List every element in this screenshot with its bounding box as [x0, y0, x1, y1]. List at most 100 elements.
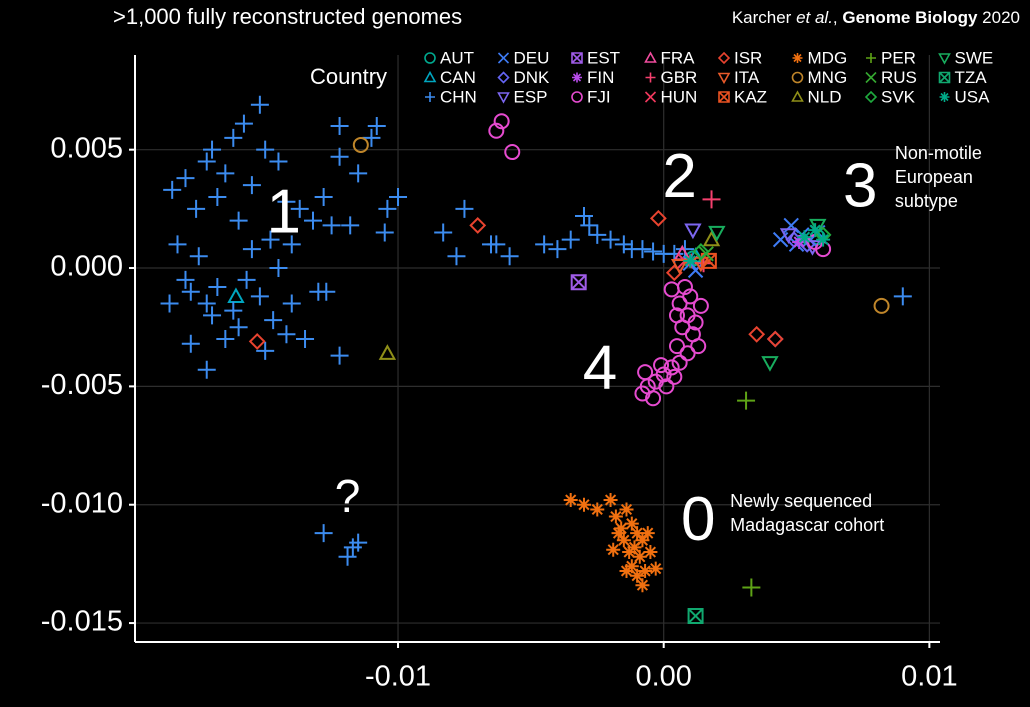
citation-part: , [833, 8, 842, 27]
legend-marker [792, 53, 803, 63]
point [208, 277, 227, 296]
legend-label: MNG [808, 68, 848, 87]
point [264, 311, 283, 330]
point [224, 128, 243, 147]
legend-marker [717, 51, 731, 65]
point [633, 240, 652, 259]
point [684, 223, 702, 240]
citation-part: et al. [796, 8, 833, 27]
point [176, 169, 195, 188]
legend-label: GBR [661, 68, 698, 87]
point [640, 526, 655, 541]
point [590, 502, 605, 517]
legend-marker [865, 71, 877, 84]
point [535, 235, 554, 254]
point [160, 294, 179, 313]
point [269, 259, 288, 278]
point [216, 164, 235, 183]
legend-label: AUT [440, 48, 474, 67]
point [282, 294, 301, 313]
point [614, 521, 629, 536]
legend-marker [791, 90, 804, 102]
point [816, 232, 831, 247]
point [742, 578, 761, 597]
point [635, 578, 650, 593]
point [250, 95, 269, 114]
point [737, 391, 756, 410]
point [748, 325, 766, 343]
point [290, 199, 309, 218]
point [197, 294, 216, 313]
legend-title: Country [310, 64, 387, 89]
point [638, 563, 653, 578]
legend-marker [424, 52, 436, 64]
point [606, 542, 621, 557]
point [447, 247, 466, 266]
citation-part: Genome Biology [842, 8, 978, 27]
point [873, 297, 890, 314]
point [608, 509, 623, 524]
point [708, 225, 726, 242]
legend-label: FJI [587, 87, 611, 106]
point [455, 199, 474, 218]
point [663, 281, 680, 298]
legend-label: CAN [440, 68, 476, 87]
annotation: ? [335, 470, 361, 522]
y-tick-label: -0.005 [41, 369, 123, 401]
point [653, 357, 670, 374]
legend-marker [497, 52, 510, 64]
point [702, 230, 721, 247]
legend-marker [938, 71, 951, 84]
legend-label: RUS [881, 68, 917, 87]
point [269, 152, 288, 171]
point [500, 247, 519, 266]
legend-marker [572, 72, 582, 83]
legend-label: FIN [587, 68, 614, 87]
point [234, 114, 253, 133]
point [237, 270, 256, 289]
point [488, 122, 505, 139]
point [493, 113, 510, 130]
legend-marker [644, 91, 657, 103]
note: subtype [895, 191, 958, 211]
point [766, 330, 784, 348]
point [668, 338, 685, 355]
point [487, 235, 506, 254]
point [434, 223, 453, 242]
legend-label: EST [587, 48, 620, 67]
point [658, 378, 675, 395]
legend-label: KAZ [734, 87, 767, 106]
legend-marker [644, 51, 657, 63]
x-tick-label: 0.00 [635, 661, 691, 693]
point [168, 235, 187, 254]
point [187, 199, 206, 218]
point [189, 247, 208, 266]
point [779, 228, 798, 244]
legend-label: CHN [440, 87, 477, 106]
point [176, 270, 195, 289]
y-tick-label: 0.005 [50, 132, 123, 164]
point [630, 526, 645, 541]
points [160, 95, 912, 624]
point [630, 568, 645, 583]
note: Non-motile [895, 143, 982, 163]
point [296, 330, 315, 349]
point [601, 230, 620, 249]
point [277, 192, 296, 211]
y-tick-label: -0.015 [41, 606, 123, 638]
point [317, 282, 336, 301]
point [378, 344, 397, 360]
point [603, 492, 618, 507]
point [229, 211, 248, 230]
point [614, 235, 633, 254]
point [248, 332, 266, 350]
point [314, 524, 333, 543]
point [687, 607, 704, 624]
note: European [895, 167, 973, 187]
point [242, 176, 261, 195]
legend-label: ESP [514, 87, 548, 106]
point [314, 188, 333, 207]
point [338, 547, 357, 566]
annotation: 4 [583, 334, 617, 403]
